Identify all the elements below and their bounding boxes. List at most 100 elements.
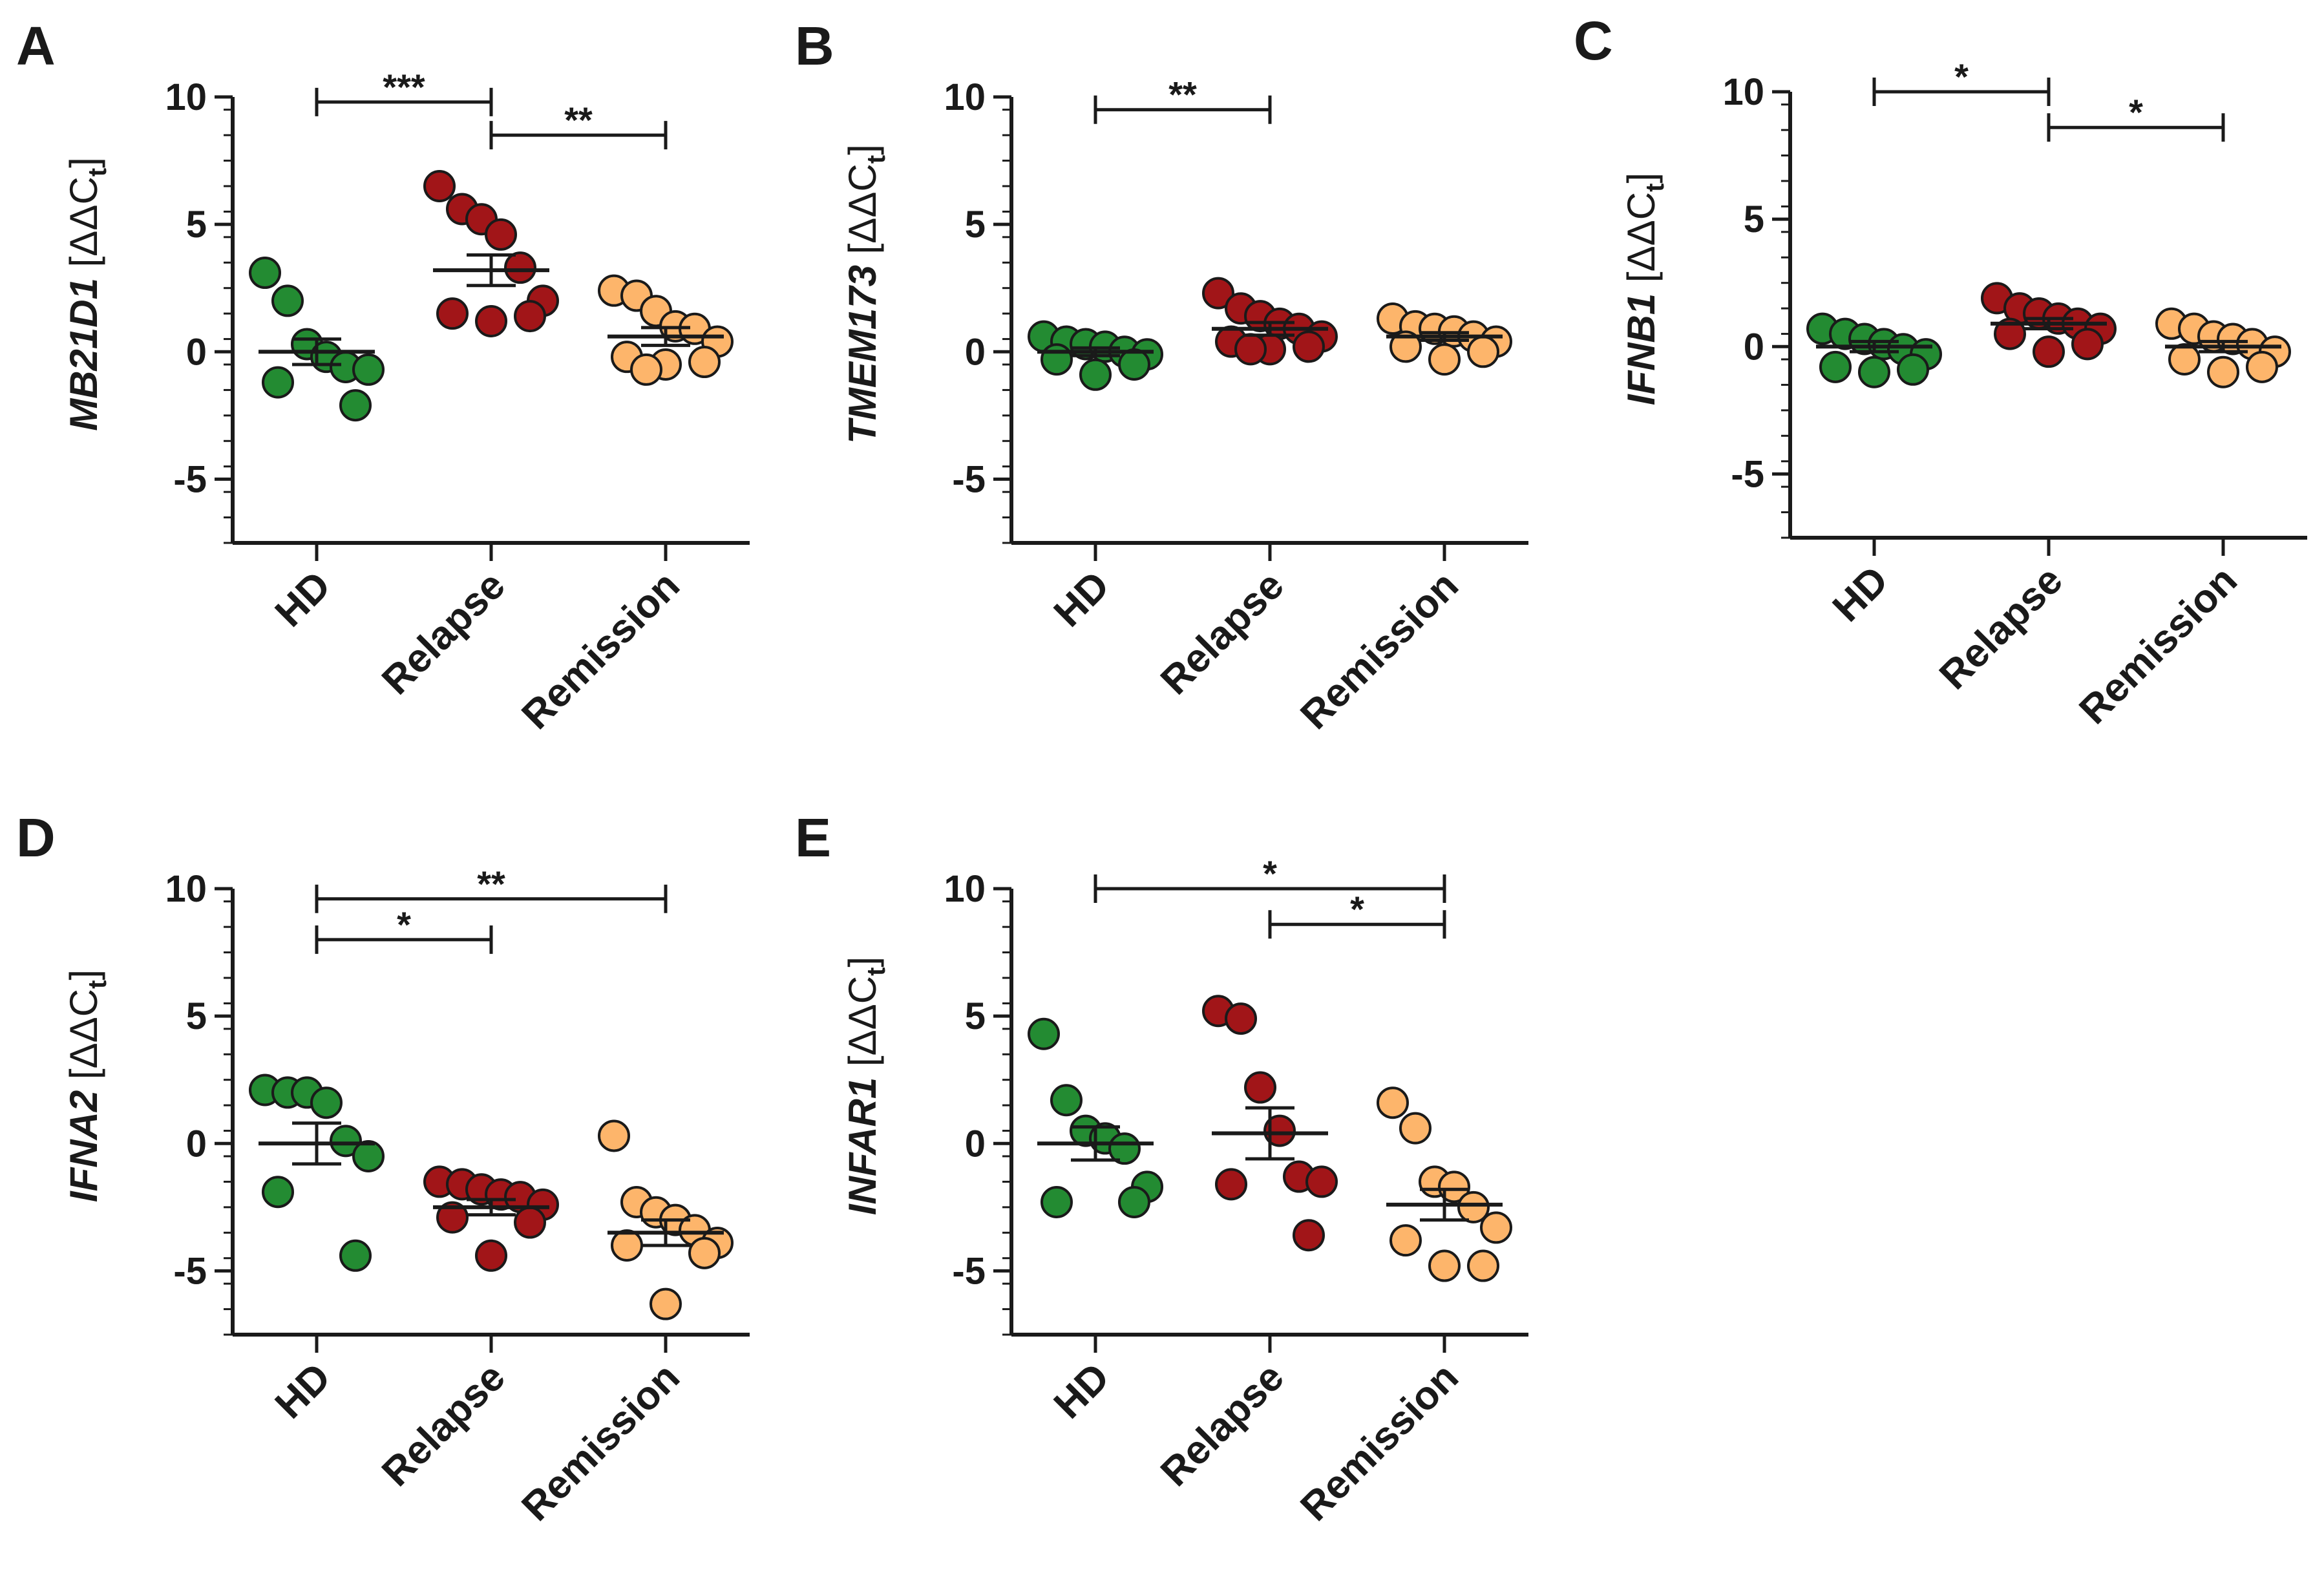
data-point-relapse [423, 170, 456, 202]
x-tick-label-remission: Remission [1292, 563, 1467, 738]
panel-letter: A [16, 16, 56, 76]
y-axis-label: MB21D1 [ΔΔCt] [62, 157, 112, 431]
data-point-hd [262, 366, 294, 399]
gene-name: IFNA2 [62, 1079, 105, 1202]
data-point-remission [2168, 343, 2201, 376]
unit-bracket-open: [ [62, 256, 105, 267]
y-tick-label: 5 [1744, 198, 1764, 240]
data-point-hd [1897, 353, 1929, 386]
unit-bracket-close: ] [1620, 173, 1663, 184]
significance-label: ** [564, 100, 593, 140]
data-point-remission [1438, 1170, 1470, 1203]
panel-letter: B [795, 16, 834, 76]
unit-symbol: ΔΔC [841, 976, 884, 1056]
data-point-relapse [1305, 1165, 1338, 1198]
data-point-relapse [1263, 1114, 1296, 1147]
gene-name: MB21D1 [62, 267, 105, 430]
x-tick-label-remission: Remission [513, 1355, 688, 1530]
x-tick-label-remission: Remission [1292, 1355, 1467, 1530]
y-tick-label: 10 [165, 868, 207, 910]
panel-c: C -5 0 5 10 IFNB1 [ΔΔCt] HD Relapse Remission * * [1574, 10, 2307, 733]
unit-symbol: ΔΔC [62, 989, 105, 1069]
y-tick-label: 0 [186, 331, 207, 373]
data-point-hd [352, 353, 385, 386]
x-tick-label-relapse: Relapse [374, 563, 514, 703]
y-axis-label: IFNB1 [ΔΔCt] [1620, 173, 1669, 405]
y-axis-label: TMEM173 [ΔΔCt] [841, 144, 891, 444]
data-point-remission [1389, 330, 1422, 363]
data-point-remission [611, 1229, 643, 1262]
data-point-relapse [2071, 328, 2104, 361]
data-point-remission [1457, 1191, 1490, 1223]
x-tick-label-relapse: Relapse [1152, 1355, 1293, 1495]
x-tick-label-relapse: Relapse [1152, 563, 1293, 703]
y-axis-label: IFNA2 [ΔΔCt] [62, 969, 112, 1202]
data-point-relapse [1234, 333, 1267, 366]
data-point-hd [271, 284, 304, 317]
data-point-remission [2246, 350, 2278, 383]
gene-name: IFNB1 [1620, 282, 1663, 405]
data-point-hd [352, 1140, 385, 1172]
data-point-hd [1041, 1185, 1073, 1218]
y-tick-label: -5 [952, 1250, 986, 1292]
significance-label: * [2129, 92, 2143, 132]
data-point-hd [339, 1239, 372, 1272]
unit-bracket-close: ] [841, 144, 884, 155]
unit-subscript: t [1641, 184, 1669, 192]
data-point-remission [1389, 1224, 1422, 1257]
unit-subscript: t [862, 155, 891, 164]
unit-symbol: ΔΔC [62, 176, 105, 257]
data-point-hd [249, 257, 281, 290]
significance-label: * [1263, 853, 1277, 894]
data-point-hd [1028, 1017, 1060, 1050]
data-point-remission [2207, 355, 2239, 388]
unit-bracket-close: ] [62, 157, 105, 168]
data-point-relapse [1293, 1219, 1325, 1252]
panel-a: A -5 0 5 10 MB21D1 [ΔΔCt] HD Relapse Remission **… [16, 16, 750, 738]
x-tick-label-relapse: Relapse [1931, 558, 2071, 698]
data-point-relapse [514, 1206, 546, 1239]
data-point-remission [1467, 1249, 1499, 1282]
data-point-hd [1858, 355, 1890, 388]
y-axis-label: INFAR1 [ΔΔCt] [841, 957, 891, 1215]
y-tick-label: 10 [944, 76, 986, 118]
data-point-hd [310, 1086, 343, 1119]
y-tick-label: -5 [173, 458, 207, 500]
y-tick-label: -5 [952, 458, 986, 500]
x-tick-label-hd: HD [1046, 1355, 1118, 1427]
data-point-hd [1118, 1185, 1150, 1218]
unit-bracket-open: [ [1620, 271, 1663, 282]
panel-b: B -5 0 5 10 TMEM173 [ΔΔCt] HD Relapse Remission *… [795, 16, 1528, 738]
significance-label: ** [477, 863, 505, 904]
unit-symbol: ΔΔC [1620, 192, 1663, 272]
data-point-relapse [1225, 1002, 1257, 1035]
data-point-remission [1428, 1249, 1461, 1282]
data-point-relapse [504, 251, 536, 284]
data-point-relapse [514, 300, 546, 333]
significance-label: *** [383, 67, 425, 107]
panel-letter: D [16, 807, 56, 868]
data-point-remission [630, 353, 662, 386]
y-tick-label: 5 [965, 204, 986, 246]
data-point-relapse [1293, 330, 1325, 363]
y-tick-label: 0 [186, 1123, 207, 1165]
data-point-relapse [436, 1201, 469, 1234]
y-tick-label: 0 [965, 331, 986, 373]
x-tick-label-hd: HD [267, 563, 339, 635]
data-point-remission [1428, 343, 1461, 376]
unit-subscript: t [862, 968, 891, 976]
unit-subscript: t [83, 980, 112, 989]
y-tick-label: 0 [1744, 326, 1764, 368]
data-point-relapse [485, 218, 517, 251]
data-point-relapse [475, 304, 507, 337]
data-point-hd [330, 1125, 362, 1158]
x-tick-label-hd: HD [1046, 563, 1118, 635]
data-point-remission [1399, 1112, 1431, 1145]
data-point-remission [598, 1119, 630, 1152]
data-point-hd [1079, 358, 1112, 391]
x-tick-label-hd: HD [1824, 558, 1897, 630]
data-point-relapse [1244, 1071, 1276, 1104]
y-tick-label: -5 [173, 1250, 207, 1292]
unit-subscript: t [83, 168, 112, 176]
